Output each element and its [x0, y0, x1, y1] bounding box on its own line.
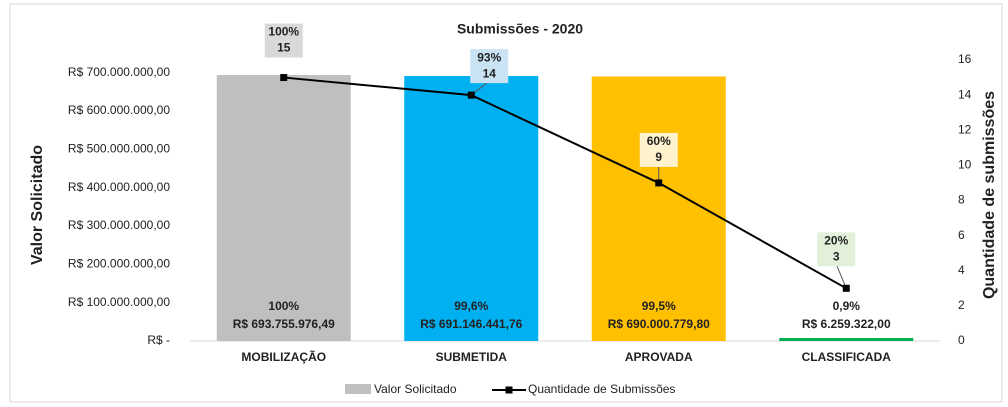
y2-tick-label: 4: [958, 263, 965, 277]
y-tick-label: R$ 500.000.000,00: [68, 141, 170, 155]
bar-share-label: 0,9%: [833, 299, 861, 313]
bar-share-label: 100%: [268, 299, 299, 313]
bar-share-label: 99,6%: [454, 299, 488, 313]
bar: [404, 76, 539, 342]
data-label-box: [639, 132, 678, 167]
y-tick-label: R$ 600.000.000,00: [68, 103, 170, 117]
point: [842, 284, 850, 292]
y-tick-label: R$ 200.000.000,00: [68, 257, 170, 271]
data-label-box: [264, 23, 303, 58]
y2-tick-label: 6: [958, 228, 965, 242]
point-value-label: 9: [655, 150, 662, 164]
bar-share-label: 99,5%: [642, 299, 676, 313]
point-value-label: 15: [277, 41, 291, 55]
y-axis-label: Valor Solicitado: [29, 145, 46, 265]
legend-label: Valor Solicitado: [374, 382, 457, 396]
bar: [779, 338, 914, 341]
x-tick-label: MOBILIZAÇÃO: [241, 349, 326, 364]
y2-tick-label: 16: [958, 52, 972, 66]
point-share-label: 100%: [268, 25, 299, 39]
point-share-label: 20%: [824, 233, 848, 247]
y2-tick-label: 14: [958, 87, 972, 101]
point-value-label: 3: [833, 249, 840, 263]
leader-line: [835, 264, 847, 289]
y2-tick-label: 8: [958, 193, 965, 207]
y-tick-label: R$ 700.000.000,00: [68, 65, 170, 79]
y2-axis-label: Quantidade de submissões: [981, 91, 998, 299]
y-tick-label: R$ 300.000.000,00: [68, 218, 170, 232]
legend-label: Quantidade de Submissões: [528, 382, 675, 396]
point: [655, 179, 663, 187]
data-label-box: [470, 49, 509, 84]
y2-tick-label: 0: [958, 333, 965, 347]
point-share-label: 93%: [477, 50, 501, 64]
bar-value-label: R$ 6.259.322,00: [802, 317, 891, 331]
point-share-label: 60%: [647, 134, 671, 148]
y2-tick-label: 2: [958, 298, 965, 312]
legend-swatch: [345, 384, 371, 394]
y2-tick-label: 12: [958, 122, 972, 136]
bar: [216, 75, 351, 341]
point: [280, 74, 288, 82]
bar-value-label: R$ 690.000.779,80: [608, 317, 710, 331]
bar-value-label: R$ 691.146.441,76: [420, 317, 522, 331]
point-value-label: 14: [483, 66, 497, 80]
legend-marker: [505, 386, 513, 394]
chart-title: Submissões - 2020: [457, 21, 583, 37]
y2-tick-label: 10: [958, 158, 972, 172]
line: [283, 76, 847, 290]
x-tick-label: APROVADA: [625, 350, 693, 364]
y-tick-label: R$ 400.000.000,00: [68, 180, 170, 194]
y-tick-label: R$ -: [147, 333, 170, 347]
y-tick-label: R$ 100.000.000,00: [68, 295, 170, 309]
x-tick-label: SUBMETIDA: [436, 350, 508, 364]
point: [467, 91, 475, 99]
data-label-box: [817, 232, 856, 267]
bar-value-label: R$ 693.755.976,49: [233, 317, 335, 331]
x-tick-label: CLASSIFICADA: [802, 350, 892, 364]
